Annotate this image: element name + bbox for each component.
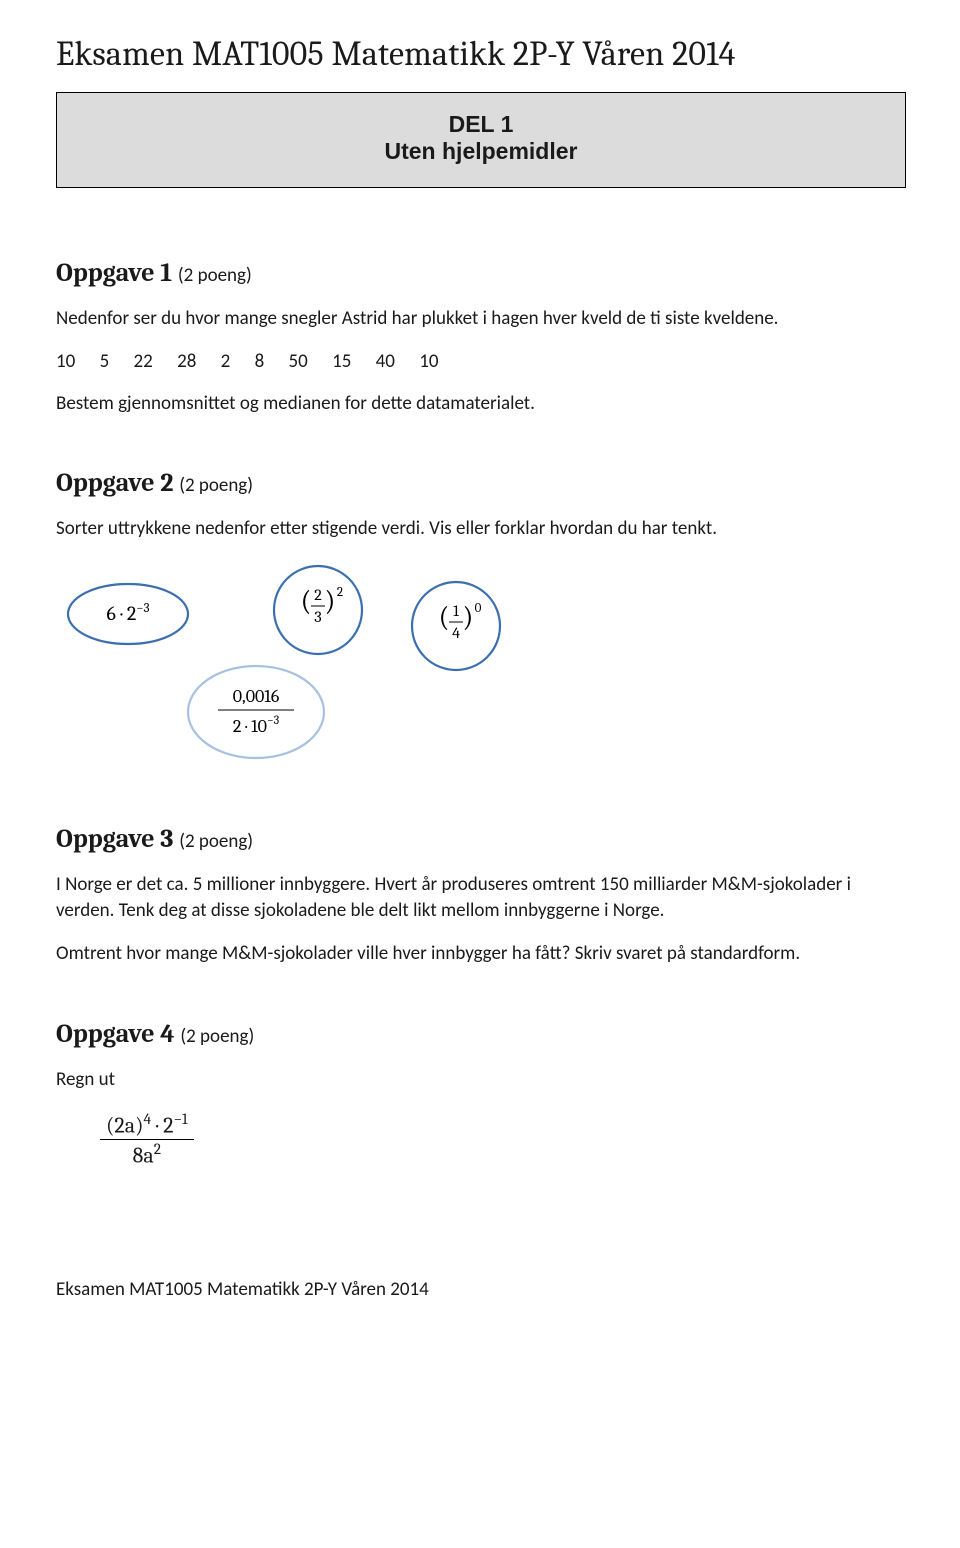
task3-points: (2 poeng) xyxy=(179,830,253,853)
task4-label: Oppgave 4 xyxy=(56,1019,175,1049)
task4-den-exp: 2 xyxy=(154,1140,161,1158)
task1-data-5: 8 xyxy=(255,350,265,373)
task4-num-mid: · 2 xyxy=(151,1113,173,1139)
svg-text:): ) xyxy=(325,585,336,617)
svg-text:(: ( xyxy=(301,585,312,617)
task1-data-2: 22 xyxy=(134,350,153,373)
page-footer: Eksamen MAT1005 Matematikk 2P-Y Våren 20… xyxy=(56,1278,904,1301)
task1-data: 10 5 22 28 2 8 50 15 40 10 xyxy=(56,350,904,373)
svg-text:4: 4 xyxy=(452,624,460,642)
task3-heading: Oppgave 3 (2 poeng) xyxy=(56,824,904,854)
task1-heading: Oppgave 1 (2 poeng) xyxy=(56,258,904,288)
task4-heading: Oppgave 4 (2 poeng) xyxy=(56,1019,904,1049)
task1-intro: Nedenfor ser du hvor mange snegler Astri… xyxy=(56,306,904,332)
task4-num-base: (2a) xyxy=(106,1113,144,1139)
part-header-line1: DEL 1 xyxy=(57,111,905,138)
task2-figure: 6 · 2−3 ( 2 3 ) 2 ( 1 4 ) 0 0,0016 2 · 1… xyxy=(56,560,904,784)
task3-label: Oppgave 3 xyxy=(56,824,173,854)
task4-expression: (2a)4 · 2−1 8a2 xyxy=(100,1110,904,1168)
svg-text:): ) xyxy=(463,601,474,633)
svg-text:2: 2 xyxy=(337,585,343,600)
task1-instruct: Bestem gjennomsnittet og medianen for de… xyxy=(56,391,904,417)
task4-den-base: 8a xyxy=(133,1142,154,1168)
task4-instruct: Regn ut xyxy=(56,1067,904,1093)
task1-label: Oppgave 1 xyxy=(56,258,172,288)
task2-heading: Oppgave 2 (2 poeng) xyxy=(56,468,904,498)
task1-data-8: 40 xyxy=(376,350,395,373)
task4-points: (2 poeng) xyxy=(180,1025,254,1048)
task1-data-7: 15 xyxy=(332,350,351,373)
svg-text:6 · 2−3: 6 · 2−3 xyxy=(107,601,150,625)
task4-num-exp2: −1 xyxy=(174,1110,188,1128)
task2-points: (2 poeng) xyxy=(179,474,253,497)
task4-num-exp1: 4 xyxy=(144,1110,152,1128)
svg-text:2: 2 xyxy=(314,586,322,604)
svg-text:1: 1 xyxy=(453,602,459,620)
task1-data-9: 10 xyxy=(419,350,438,373)
task1-data-1: 5 xyxy=(100,350,110,373)
svg-text:2 · 10−3: 2 · 10−3 xyxy=(233,713,280,737)
task1-data-0: 10 xyxy=(56,350,75,373)
svg-text:(: ( xyxy=(439,601,450,633)
task1-data-6: 50 xyxy=(289,350,308,373)
svg-text:3: 3 xyxy=(314,608,321,626)
task2-intro: Sorter uttrykkene nedenfor etter stigend… xyxy=(56,516,904,542)
svg-text:0: 0 xyxy=(475,601,482,616)
task3-para2: Omtrent hvor mange M&M-sjokolader ville … xyxy=(56,941,904,967)
task1-data-3: 28 xyxy=(177,350,196,373)
task3-para1: I Norge er det ca. 5 millioner innbygger… xyxy=(56,872,904,923)
document-title: Eksamen MAT1005 Matematikk 2P-Y Våren 20… xyxy=(56,34,904,74)
task2-label: Oppgave 2 xyxy=(56,468,173,498)
svg-text:0,0016: 0,0016 xyxy=(233,686,280,707)
part-header-box: DEL 1 Uten hjelpemidler xyxy=(56,92,906,188)
task1-points: (2 poeng) xyxy=(178,264,252,287)
part-header-line2: Uten hjelpemidler xyxy=(57,138,905,165)
task1-data-4: 2 xyxy=(221,350,231,373)
